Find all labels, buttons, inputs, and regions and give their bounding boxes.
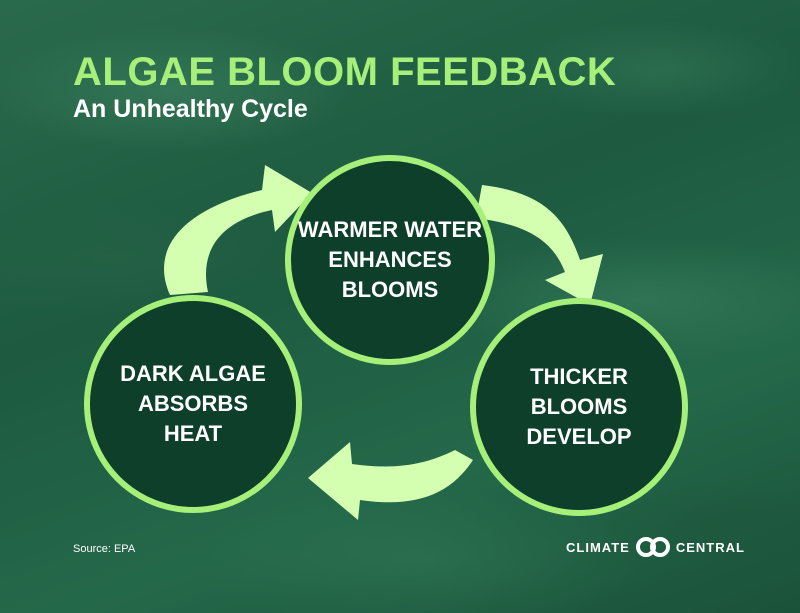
- node-label-line: DARK ALGAE: [120, 361, 266, 386]
- node-label-line: WARMER WATER: [297, 217, 483, 242]
- node-label-line: ENHANCES: [328, 247, 452, 272]
- cycle-node-thicker-blooms: THICKER BLOOMS DEVELOP: [470, 298, 688, 516]
- interlocking-rings-icon: [635, 537, 670, 557]
- arrow-heat-to-warm-water: [164, 165, 312, 295]
- cycle-node-warmer-water: WARMER WATER ENHANCES BLOOMS: [285, 155, 495, 365]
- page-title: ALGAE BLOOM FEEDBACK: [73, 50, 617, 94]
- climate-central-logo: CLIMATE CENTRAL: [566, 536, 745, 558]
- node-label-line: HEAT: [163, 421, 223, 446]
- page-subtitle: An Unhealthy Cycle: [73, 95, 308, 123]
- arrow-warm-water-to-thicker: [476, 185, 603, 305]
- cycle-node-dark-algae: DARK ALGAE ABSORBS HEAT: [84, 295, 302, 513]
- node-label-line: ABSORBS: [137, 391, 248, 416]
- logo-text-right: CENTRAL: [675, 539, 745, 555]
- source-note: Source: EPA: [73, 543, 136, 555]
- logo-text-left: CLIMATE: [566, 539, 630, 555]
- node-label-line: BLOOMS: [341, 277, 439, 302]
- node-label-line: THICKER: [530, 364, 628, 389]
- node-label-line: DEVELOP: [526, 424, 632, 449]
- arrow-thicker-to-dark-algae: [308, 442, 473, 520]
- node-label-line: BLOOMS: [530, 394, 628, 419]
